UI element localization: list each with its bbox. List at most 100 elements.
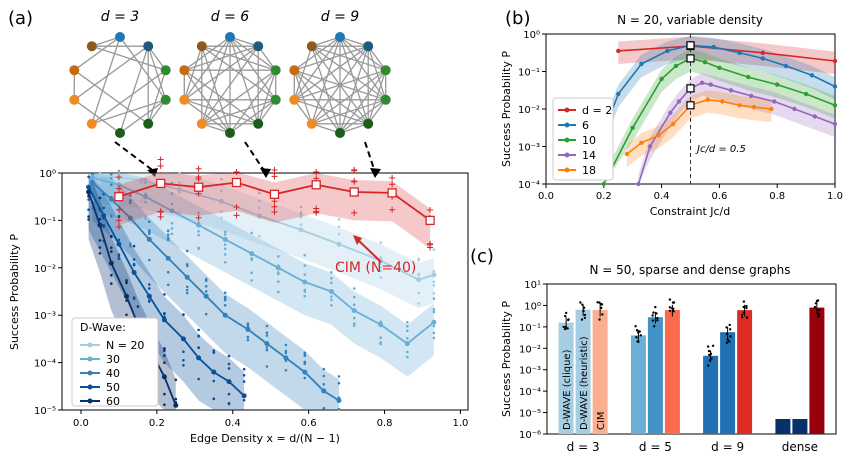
scatter-dot	[174, 397, 178, 401]
scatter-dot	[148, 232, 151, 236]
graph-node	[253, 118, 264, 129]
arrow-d6	[244, 141, 266, 173]
data-point	[89, 175, 95, 181]
legend-label: 10	[582, 134, 596, 147]
scatter-dot	[706, 345, 710, 348]
data-point	[659, 76, 664, 82]
scatter-dot	[220, 189, 223, 193]
scatter-dot	[352, 316, 356, 320]
data-point	[131, 270, 137, 275]
scatter-dot	[668, 309, 672, 312]
scatter-dot	[432, 308, 436, 311]
scatter-dot	[651, 319, 654, 322]
data-point	[404, 341, 410, 347]
scatter-dot	[246, 322, 250, 325]
scatter-dot	[303, 360, 307, 364]
legend-marker	[564, 107, 570, 113]
scatter-dot	[742, 305, 745, 309]
legend-marker	[564, 137, 570, 143]
scatter-dot	[204, 290, 208, 293]
graph-edge	[311, 99, 386, 125]
scatter-dot	[432, 297, 436, 300]
cim-plus-marker	[115, 217, 122, 224]
series-band	[595, 35, 835, 168]
data-point	[616, 91, 621, 97]
scatter-dot	[564, 314, 567, 318]
cim-square-marker	[387, 188, 397, 198]
x-tick-label: 0.4	[225, 418, 241, 429]
scatter-dot	[87, 215, 90, 218]
scatter-dot	[352, 324, 356, 327]
scatter-dot	[417, 259, 421, 262]
scatter-dot	[379, 241, 383, 244]
y-tick-label: 10⁻⁶	[519, 430, 541, 441]
graph-edge	[229, 99, 277, 134]
bar	[737, 310, 753, 434]
graph-edge	[311, 45, 341, 134]
scatter-dot	[265, 348, 269, 352]
scatter-dot	[742, 300, 746, 303]
scatter-dot	[125, 279, 128, 282]
panel-b-legend: d = 2 6 10 14 18	[552, 97, 614, 181]
scatter-dot	[197, 230, 200, 233]
panel-c-chart: N = 50, sparse and dense graphs Success …	[500, 263, 837, 454]
graph-node	[115, 128, 125, 138]
graph-edge	[201, 45, 231, 134]
scatter-dot	[227, 401, 231, 405]
scatter-dot	[265, 334, 269, 337]
arrow-d3	[114, 141, 156, 173]
scatter-dot	[132, 258, 136, 261]
scatter-dot	[432, 248, 436, 251]
scatter-dot	[197, 334, 200, 338]
series-band	[88, 173, 245, 410]
graph-edge	[91, 99, 166, 125]
graph-node	[270, 65, 281, 76]
bar	[575, 309, 591, 434]
scatter-dot	[330, 281, 333, 285]
legend-label: d = 2	[582, 104, 612, 117]
scatter-dot	[102, 225, 105, 229]
scatter-dot	[166, 236, 170, 239]
graph-edge	[201, 45, 276, 71]
scatter-dot	[729, 328, 732, 331]
data-point	[676, 99, 682, 104]
scatter-dot	[379, 276, 383, 279]
data-point	[97, 172, 103, 178]
scatter-dot	[600, 306, 603, 310]
cim-square-marker	[114, 192, 124, 202]
graph-edge	[183, 69, 259, 125]
graph-node	[143, 41, 154, 52]
legend-marker	[564, 152, 570, 158]
scatter-dot	[87, 208, 90, 211]
cim-plus-marker	[233, 168, 240, 175]
scatter-dot	[197, 211, 200, 214]
data-point	[772, 99, 777, 104]
y-tick-label: 10⁻³	[519, 366, 541, 377]
data-point	[143, 194, 148, 200]
scatter-dot	[337, 225, 341, 229]
scatter-dot	[242, 367, 246, 371]
graph-edge	[293, 45, 313, 101]
data-point	[169, 208, 175, 214]
scatter-dot	[197, 233, 200, 237]
series-band	[626, 90, 772, 168]
y-tick-label: 10⁻⁵	[34, 406, 56, 417]
scatter-dot	[185, 288, 189, 292]
data-point	[177, 187, 183, 193]
scatter-dot	[110, 234, 113, 238]
scatter-dot	[129, 199, 132, 202]
data-point	[616, 48, 621, 54]
scatter-dot	[132, 296, 136, 299]
scatter-dot	[303, 273, 307, 276]
scatter-dot	[745, 316, 749, 319]
graph-node	[196, 118, 207, 129]
scatter-dot	[330, 304, 333, 307]
cim-plus-marker	[389, 206, 396, 213]
data-point	[760, 56, 765, 61]
graph-edge	[229, 36, 259, 125]
graph-node	[196, 41, 207, 52]
scatter-dot	[98, 246, 102, 249]
cim-square-marker	[311, 180, 321, 190]
scatter-dot	[197, 247, 200, 251]
